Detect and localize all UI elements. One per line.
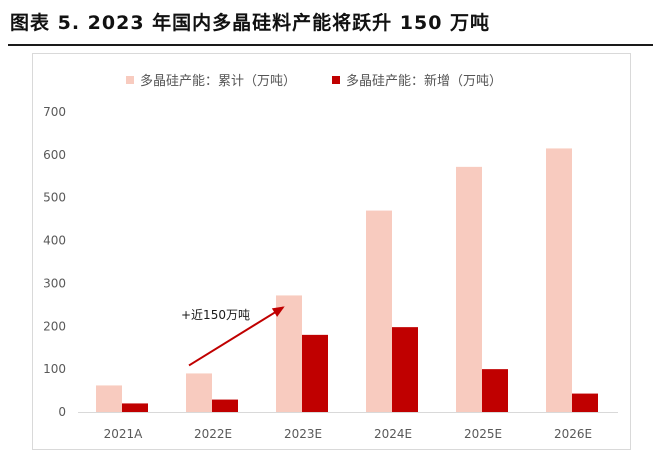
bar-new xyxy=(482,369,508,412)
chart-frame xyxy=(32,53,631,450)
legend-item-cumulative: 多晶硅产能：累计（万吨） xyxy=(126,70,296,89)
x-tick-label: 2023E xyxy=(284,427,322,441)
y-tick-label: 300 xyxy=(43,276,66,290)
bar-new xyxy=(572,393,598,412)
bar-cumulative xyxy=(276,295,302,412)
bar-new xyxy=(302,334,328,412)
legend-item-new: 多晶硅产能：新增（万吨） xyxy=(332,70,502,89)
bar-cumulative xyxy=(186,373,212,412)
x-tick-label: 2022E xyxy=(194,427,232,441)
chart-legend: 多晶硅产能：累计（万吨） 多晶硅产能：新增（万吨） xyxy=(126,70,502,89)
x-tick-label: 2025E xyxy=(464,427,502,441)
y-tick-label: 100 xyxy=(43,362,66,376)
bar-new xyxy=(122,403,148,412)
annotation-label: +近150万吨 xyxy=(181,308,250,322)
y-tick-label: 0 xyxy=(58,405,66,419)
title-divider xyxy=(8,44,653,46)
legend-swatch-cumulative xyxy=(126,75,134,84)
y-tick-label: 200 xyxy=(43,319,66,333)
bar-cumulative xyxy=(366,210,392,412)
annotation-arrow xyxy=(188,306,284,367)
x-tick-label: 2026E xyxy=(554,427,592,441)
bar-cumulative xyxy=(456,166,482,412)
x-tick-label: 2024E xyxy=(374,427,412,441)
legend-swatch-new xyxy=(332,75,341,84)
annotation-arrowhead xyxy=(271,306,285,317)
y-tick-label: 600 xyxy=(43,148,66,162)
bar-cumulative xyxy=(546,148,572,412)
bar-new xyxy=(212,399,238,412)
bar-new xyxy=(392,327,418,412)
figure-title: 图表 5. 2023 年国内多晶硅料产能将跃升 150 万吨 xyxy=(10,12,491,34)
y-tick-label: 700 xyxy=(43,105,66,119)
x-tick-label: 2021A xyxy=(104,427,144,441)
legend-label-cumulative: 多晶硅产能：累计（万吨） xyxy=(140,74,297,89)
legend-label-new: 多晶硅产能：新增（万吨） xyxy=(346,74,503,89)
bar-cumulative xyxy=(96,385,122,412)
y-tick-label: 400 xyxy=(43,234,66,248)
y-tick-label: 500 xyxy=(43,191,66,205)
